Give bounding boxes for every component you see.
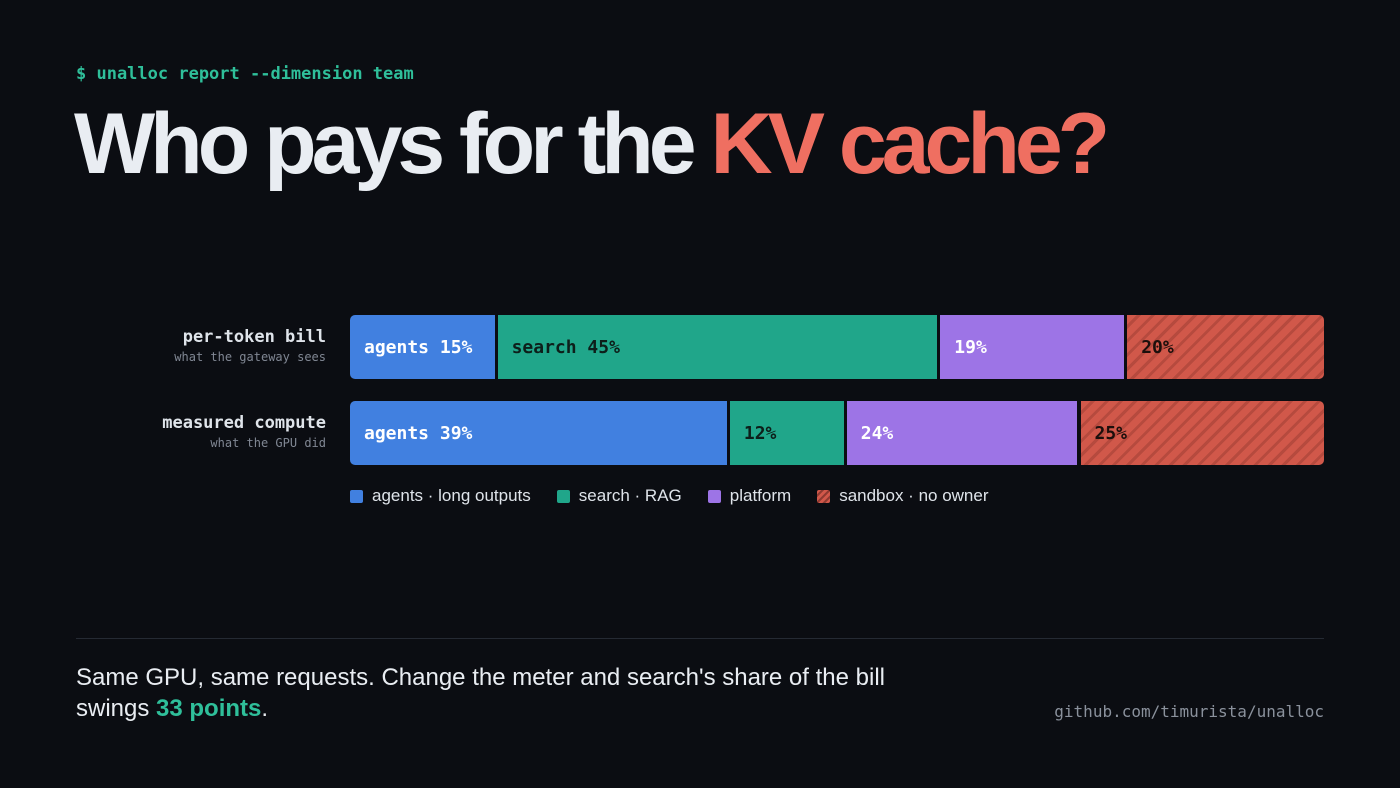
- legend-item-agents: agents · long outputs: [350, 486, 531, 506]
- bar-segment-label: agents 39%: [364, 422, 473, 444]
- page-title: Who pays for the KV cache?: [74, 96, 1110, 192]
- legend-label: agents · long outputs: [372, 486, 531, 505]
- legend-item-platform: platform: [707, 486, 792, 506]
- row-label-measured-compute: measured compute what the GPU did: [162, 412, 326, 452]
- legend-label: platform: [729, 486, 792, 505]
- bar-segment-agents: agents 39%: [350, 401, 727, 465]
- bar-segment-label: 19%: [954, 336, 987, 358]
- row-label-sub: what the gateway sees: [174, 350, 326, 364]
- bar-segment-search: search 45%: [497, 315, 938, 379]
- footer-divider: [76, 638, 1324, 639]
- legend-swatch: [817, 489, 831, 503]
- row-label-per-token-bill: per-token bill what the gateway sees: [174, 326, 326, 366]
- bar-segment-sandbox: 20%: [1127, 315, 1324, 379]
- legend-swatch: [350, 489, 363, 503]
- bar-segment-label: 24%: [860, 422, 894, 444]
- chart-legend: agents · long outputs search · RAG platfor…: [350, 486, 1015, 506]
- title-accent: KV cache?: [710, 96, 1110, 192]
- legend-label: sandbox · no owner: [839, 486, 989, 505]
- legend-item-search: search · RAG: [556, 486, 682, 506]
- caption-text: Same GPU, same requests. Change the mete…: [76, 664, 885, 722]
- legend-label: search · RAG: [578, 486, 682, 505]
- legend-swatch: [556, 489, 570, 503]
- bar-segment-sandbox: 25%: [1080, 401, 1324, 465]
- bar-segment-label: agents 15%: [364, 336, 473, 358]
- row-label-main: per-token bill: [182, 327, 326, 347]
- bar-measured-compute: agents 39% 12% 24% 25%: [350, 401, 1324, 465]
- row-label-sub: what the GPU did: [210, 436, 326, 450]
- bar-segment-label: 20%: [1141, 336, 1174, 358]
- bar-segment-agents: agents 15%: [350, 315, 495, 379]
- bar-segment-label: 25%: [1094, 422, 1128, 444]
- bar-per-token-bill: agents 15% search 45% 19% 20%: [350, 315, 1324, 379]
- row-label-main: measured compute: [162, 413, 326, 433]
- legend-swatch: [707, 489, 721, 503]
- bar-segment-platform: 24%: [846, 401, 1078, 465]
- caption-highlight: 33 points: [156, 695, 262, 722]
- caption-end: .: [261, 695, 269, 722]
- bar-segment-search: 12%: [729, 401, 844, 465]
- command-prompt: $ unalloc report --dimension team: [76, 64, 414, 84]
- bar-segment-label: 12%: [743, 422, 777, 444]
- footer-caption: Same GPU, same requests. Change the mete…: [76, 662, 936, 724]
- legend-item-sandbox: sandbox · no owner: [817, 486, 989, 506]
- bar-segment-platform: 19%: [940, 315, 1125, 379]
- title-main: Who pays for the: [74, 96, 711, 192]
- bar-segment-label: search 45%: [511, 336, 620, 358]
- repo-link[interactable]: github.com/timurista/unalloc: [1054, 702, 1324, 721]
